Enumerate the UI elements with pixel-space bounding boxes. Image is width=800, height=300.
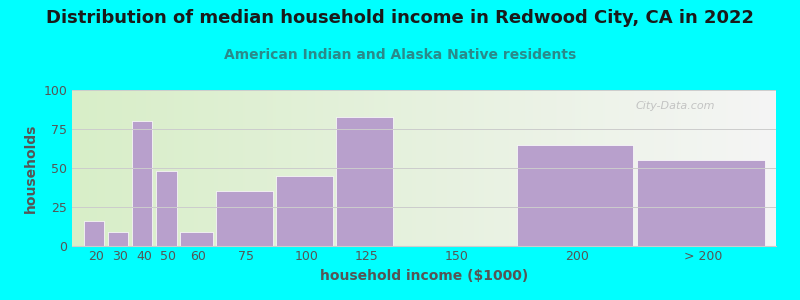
- Bar: [108, 232, 129, 246]
- Text: Distribution of median household income in Redwood City, CA in 2022: Distribution of median household income …: [46, 9, 754, 27]
- Bar: [84, 221, 105, 246]
- Bar: [180, 232, 213, 246]
- Bar: [517, 145, 633, 246]
- Text: American Indian and Alaska Native residents: American Indian and Alaska Native reside…: [224, 48, 576, 62]
- Bar: [156, 171, 177, 246]
- Bar: [336, 116, 393, 246]
- Bar: [216, 191, 273, 246]
- Bar: [276, 176, 333, 246]
- Bar: [132, 121, 153, 246]
- Text: City-Data.com: City-Data.com: [635, 101, 714, 111]
- Bar: [637, 160, 765, 246]
- X-axis label: household income ($1000): household income ($1000): [320, 269, 528, 283]
- Y-axis label: households: households: [24, 123, 38, 213]
